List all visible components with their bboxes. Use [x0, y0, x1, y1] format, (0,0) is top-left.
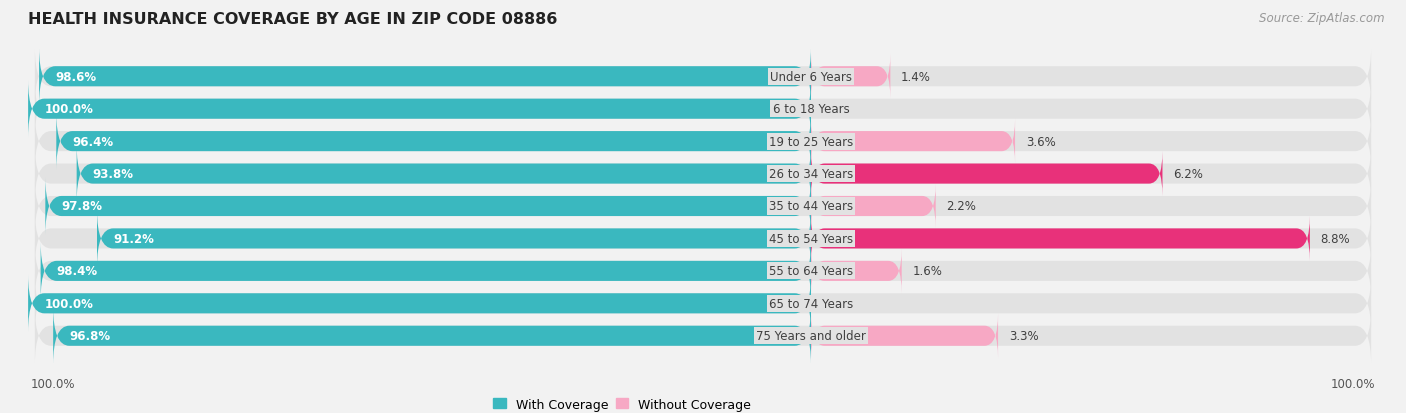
FancyBboxPatch shape	[28, 275, 811, 332]
Text: 1.4%: 1.4%	[901, 71, 931, 83]
FancyBboxPatch shape	[39, 48, 811, 106]
FancyBboxPatch shape	[35, 48, 1371, 106]
FancyBboxPatch shape	[56, 113, 811, 171]
Text: 96.4%: 96.4%	[73, 135, 114, 148]
FancyBboxPatch shape	[35, 81, 1371, 138]
Text: 26 to 34 Years: 26 to 34 Years	[769, 168, 853, 180]
FancyBboxPatch shape	[35, 307, 1371, 365]
FancyBboxPatch shape	[35, 178, 1371, 235]
FancyBboxPatch shape	[77, 145, 811, 203]
Text: 3.6%: 3.6%	[1026, 135, 1056, 148]
Text: 0.0%: 0.0%	[821, 297, 852, 310]
Legend: With Coverage, Without Coverage: With Coverage, Without Coverage	[494, 398, 751, 411]
FancyBboxPatch shape	[41, 242, 811, 300]
Text: 35 to 44 Years: 35 to 44 Years	[769, 200, 853, 213]
Text: HEALTH INSURANCE COVERAGE BY AGE IN ZIP CODE 08886: HEALTH INSURANCE COVERAGE BY AGE IN ZIP …	[28, 12, 558, 27]
FancyBboxPatch shape	[35, 210, 1371, 268]
Text: 96.8%: 96.8%	[69, 330, 111, 342]
Text: 97.8%: 97.8%	[62, 200, 103, 213]
Text: 75 Years and older: 75 Years and older	[756, 330, 866, 342]
FancyBboxPatch shape	[811, 152, 1163, 197]
Text: 98.6%: 98.6%	[55, 71, 97, 83]
FancyBboxPatch shape	[28, 81, 811, 138]
FancyBboxPatch shape	[811, 216, 1310, 261]
Text: Under 6 Years: Under 6 Years	[770, 71, 852, 83]
Text: 19 to 25 Years: 19 to 25 Years	[769, 135, 853, 148]
Text: 100.0%: 100.0%	[45, 103, 93, 116]
Text: 8.8%: 8.8%	[1320, 233, 1350, 245]
Text: 55 to 64 Years: 55 to 64 Years	[769, 265, 853, 278]
FancyBboxPatch shape	[45, 178, 811, 235]
Text: 1.6%: 1.6%	[912, 265, 942, 278]
Text: 100.0%: 100.0%	[31, 377, 76, 390]
FancyBboxPatch shape	[811, 249, 901, 294]
Text: 65 to 74 Years: 65 to 74 Years	[769, 297, 853, 310]
Text: 0.0%: 0.0%	[821, 103, 852, 116]
FancyBboxPatch shape	[35, 242, 1371, 300]
Text: 100.0%: 100.0%	[45, 297, 93, 310]
Text: 3.3%: 3.3%	[1010, 330, 1039, 342]
FancyBboxPatch shape	[811, 55, 890, 100]
Text: 93.8%: 93.8%	[93, 168, 134, 180]
FancyBboxPatch shape	[97, 210, 811, 268]
FancyBboxPatch shape	[811, 119, 1015, 164]
FancyBboxPatch shape	[811, 313, 998, 358]
Text: 2.2%: 2.2%	[946, 200, 976, 213]
FancyBboxPatch shape	[811, 184, 936, 229]
Text: 6 to 18 Years: 6 to 18 Years	[773, 103, 849, 116]
Text: Source: ZipAtlas.com: Source: ZipAtlas.com	[1260, 12, 1385, 25]
FancyBboxPatch shape	[53, 307, 811, 365]
FancyBboxPatch shape	[35, 275, 1371, 332]
FancyBboxPatch shape	[35, 113, 1371, 171]
Text: 6.2%: 6.2%	[1173, 168, 1204, 180]
Text: 45 to 54 Years: 45 to 54 Years	[769, 233, 853, 245]
Text: 91.2%: 91.2%	[114, 233, 155, 245]
Text: 98.4%: 98.4%	[56, 265, 98, 278]
FancyBboxPatch shape	[35, 145, 1371, 203]
Text: 100.0%: 100.0%	[1330, 377, 1375, 390]
